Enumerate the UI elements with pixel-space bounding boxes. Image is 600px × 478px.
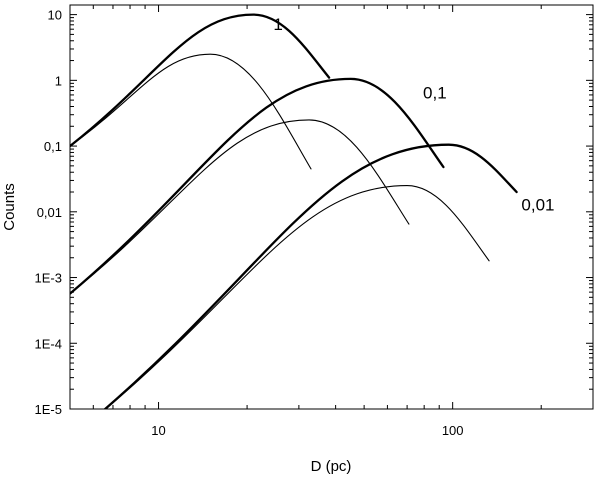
y-tick-label: 1E-3 bbox=[35, 271, 62, 286]
y-tick-label: 1E-5 bbox=[35, 402, 62, 417]
x-axis-label: D (pc) bbox=[311, 458, 352, 475]
y-tick-label: 0,01 bbox=[37, 205, 62, 220]
series-layer bbox=[70, 13, 518, 409]
series-line-6 bbox=[104, 185, 490, 409]
annotation-layer: 1 0,1 0,01 bbox=[273, 15, 554, 214]
y-tick-label: 0,1 bbox=[44, 139, 62, 154]
curve-annotation: 0,01 bbox=[521, 195, 554, 214]
series-line-5 bbox=[103, 143, 518, 409]
y-tick-label: 10 bbox=[48, 8, 62, 23]
x-tick-label: 100 bbox=[442, 423, 464, 438]
plot-frame bbox=[69, 4, 594, 410]
x-tick-label: 10 bbox=[151, 423, 165, 438]
y-tick-label: 1E-4 bbox=[35, 336, 62, 351]
curve-annotation: 0,1 bbox=[423, 83, 447, 102]
axis-ticks: 10 100 10 1 0,1 0,01 1E-3 1E-4 1E-5 bbox=[35, 5, 594, 438]
y-tick-label: 1 bbox=[55, 73, 62, 88]
series-line-4 bbox=[70, 119, 410, 295]
series-line-1 bbox=[70, 13, 331, 148]
series-line-3 bbox=[70, 77, 445, 295]
series-line-2 bbox=[70, 53, 312, 170]
y-axis-label: Counts bbox=[1, 183, 18, 231]
curve-annotation: 1 bbox=[273, 15, 282, 34]
